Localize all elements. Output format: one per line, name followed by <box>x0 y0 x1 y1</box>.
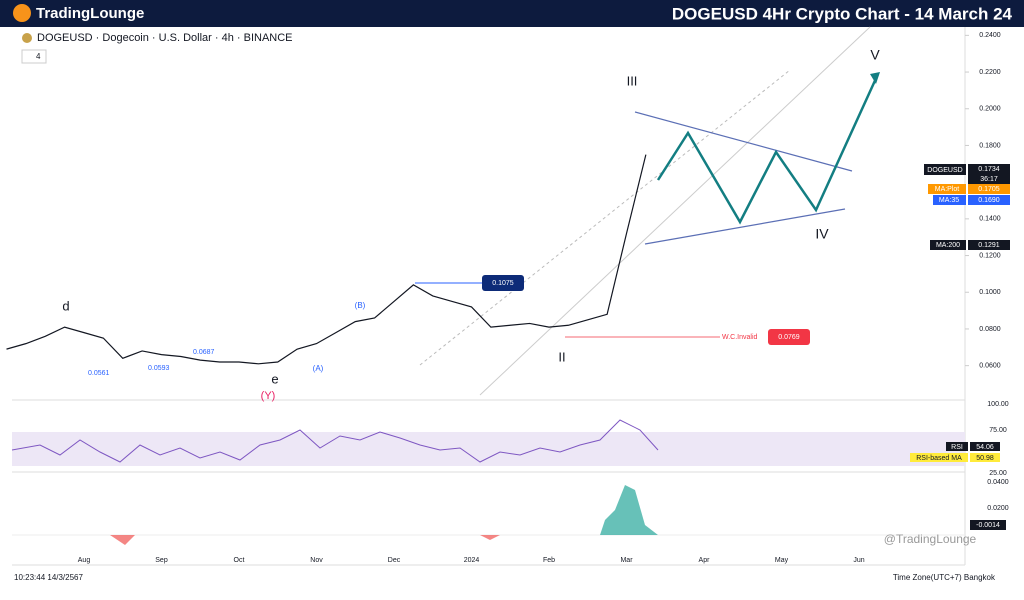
level-label: 0.0687 <box>193 349 215 356</box>
arrow-head <box>870 72 880 84</box>
tag-box <box>968 184 1010 194</box>
macd-tick: 0.0200 <box>987 505 1009 512</box>
y-tick-label: 0.2400 <box>979 32 1001 39</box>
logo <box>13 4 31 22</box>
rsi-tick: 25.00 <box>989 470 1007 477</box>
invalid-label: W.C.Invalid <box>722 334 758 341</box>
footer-timezone: Time Zone(UTC+7) Bangkok <box>893 573 996 582</box>
wave-label: IV <box>815 226 829 242</box>
tag-box <box>930 240 966 250</box>
tag-box <box>970 520 1006 530</box>
tag-label: DOGEUSD <box>927 167 962 174</box>
tag-box <box>970 453 1000 462</box>
rsi-tick: 75.00 <box>989 427 1007 434</box>
y-tick-label: 0.1800 <box>979 142 1001 149</box>
tag-box <box>968 164 1010 184</box>
tag-label: MA:Plot <box>935 186 960 193</box>
invalid-box <box>768 329 810 345</box>
title: DOGEUSD 4Hr Crypto Chart - 14 March 24 <box>672 4 1013 23</box>
symbol-icon <box>22 33 32 43</box>
tag-label: MA:35 <box>939 197 959 204</box>
level-box <box>482 275 524 291</box>
tag-value: 50.98 <box>976 455 994 462</box>
header-bar <box>0 0 1024 27</box>
level-label: 0.1075 <box>492 280 514 287</box>
wave-label: (A) <box>313 364 324 373</box>
tag-box <box>928 184 966 194</box>
indicator-count: 4 <box>36 52 41 61</box>
tag-box <box>924 164 966 175</box>
tag-countdown: 36:17 <box>980 176 998 183</box>
wave-label: (B) <box>355 301 366 310</box>
watermark: @TradingLounge <box>884 532 977 546</box>
projection <box>656 73 880 225</box>
y-tick-label: 0.1200 <box>979 252 1001 259</box>
x-tick-label: May <box>775 557 789 564</box>
tag-label: MA:200 <box>936 242 960 249</box>
brand: TradingLounge <box>36 5 144 22</box>
tag-box <box>946 442 968 451</box>
x-tick-label: Mar <box>620 557 633 564</box>
indicator-box <box>21 49 47 64</box>
wave-label: V <box>870 47 880 63</box>
x-tick-label: Nov <box>310 557 323 564</box>
tag-value: 0.1734 <box>978 166 1000 173</box>
rsi-line <box>11 419 659 463</box>
invalid-value: 0.0769 <box>778 334 800 341</box>
wave-label: e <box>271 371 278 386</box>
tag-value: 54.06 <box>976 444 994 451</box>
y-tick-label: 0.0600 <box>979 362 1001 369</box>
triangle <box>634 111 853 172</box>
tag-box <box>933 195 966 205</box>
footer-time: 10:23:44 14/3/2567 <box>14 573 84 582</box>
x-tick-label: Sep <box>155 557 168 564</box>
macd-tick: 0.0400 <box>987 479 1009 486</box>
tag-box <box>968 240 1010 250</box>
channel <box>419 69 791 366</box>
channel <box>479 26 871 396</box>
tag-box <box>910 453 968 462</box>
rsi-band <box>12 432 965 466</box>
level-label: 0.0593 <box>148 365 170 372</box>
y-tick-label: 0.2000 <box>979 106 1001 113</box>
x-tick-label: Feb <box>543 557 555 564</box>
macd-value: -0.0014 <box>976 522 1000 529</box>
tag-value: 0.1690 <box>978 197 1000 204</box>
tag-label: RSI-based MA <box>916 455 962 462</box>
price-line <box>6 154 647 365</box>
y-tick-label: 0.0800 <box>979 326 1001 333</box>
x-tick-label: Dec <box>388 557 401 564</box>
y-tick-label: 0.1400 <box>979 216 1001 223</box>
macd-hist <box>600 485 658 535</box>
tag-box <box>970 442 1000 451</box>
y-tick-label: 0.1000 <box>979 289 1001 296</box>
x-tick-label: Aug <box>78 557 91 564</box>
tag-label: RSI <box>951 444 963 451</box>
wave-label: (Y) <box>261 390 276 402</box>
x-tick-label: Jun <box>853 557 864 564</box>
tag-value: 0.1705 <box>978 186 1000 193</box>
wave-label: II <box>558 349 565 364</box>
rsi-tick: 100.00 <box>987 401 1009 408</box>
wave-label: III <box>627 73 638 88</box>
triangle <box>644 208 846 245</box>
tag-box <box>968 195 1010 205</box>
x-tick-label: Apr <box>699 557 711 564</box>
x-tick-label: Oct <box>234 557 245 564</box>
level-label: 0.0561 <box>88 370 110 377</box>
y-tick-label: 0.2200 <box>979 69 1001 76</box>
wave-label: d <box>62 298 69 313</box>
symbol-line: DOGEUSD · Dogecoin · U.S. Dollar · 4h · … <box>37 32 293 44</box>
x-tick-label: 2024 <box>464 557 480 564</box>
tag-value: 0.1291 <box>978 242 1000 249</box>
